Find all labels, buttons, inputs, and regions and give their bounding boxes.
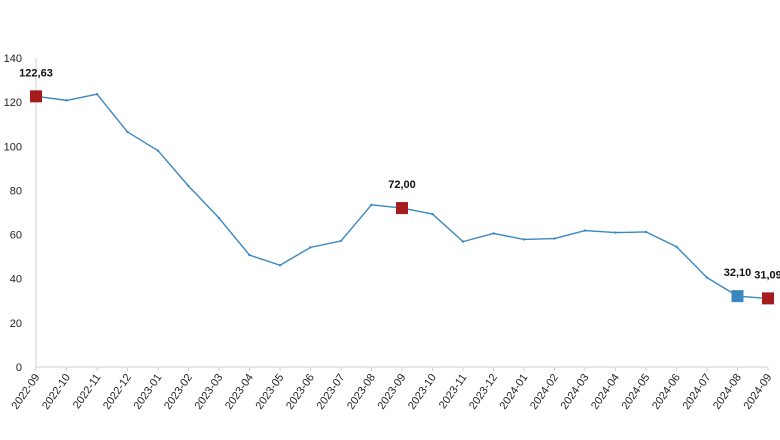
x-tick-label: 2024-06 [650,372,683,412]
data-label: 72,00 [388,179,416,191]
data-point [461,240,465,243]
highlight-marker [396,202,408,215]
x-tick-label: 2024-09 [741,372,774,412]
x-tick-label: 2022-10 [40,372,73,412]
x-tick-label: 2024-05 [619,372,652,412]
x-tick-label: 2023-05 [253,372,286,412]
data-point [309,246,312,249]
x-axis: 2022-092022-102022-112022-122023-012023-… [9,366,774,412]
x-tick-label: 2022-09 [9,372,42,412]
data-point [278,264,282,267]
data-point [553,237,556,240]
highlight-layer: 122,63 72,00 32,10 31,09 [19,67,780,305]
y-tick-label: 100 [4,141,22,153]
y-tick-label: 60 [10,230,22,242]
data-point [583,229,587,232]
x-tick-label: 2024-07 [680,372,713,412]
data-point [522,238,526,241]
x-tick-label: 2024-03 [558,372,591,412]
data-point [614,231,617,234]
x-tick-label: 2023-11 [437,372,470,411]
data-label: 122,63 [19,67,53,79]
y-tick-label: 40 [10,274,22,286]
data-point [644,230,648,234]
data-point [705,276,709,279]
x-tick-label: 2023-06 [284,372,317,412]
data-point [65,99,68,102]
data-point [248,253,251,257]
x-tick-label: 2023-04 [223,372,256,412]
x-tick-label: 2023-08 [345,372,378,412]
x-tick-label: 2023-01 [131,372,164,412]
x-tick-label: 2023-03 [192,372,225,412]
highlight-marker [762,292,774,305]
x-tick-label: 2023-09 [375,372,408,412]
data-point [156,149,160,152]
data-point [95,92,99,96]
data-point [675,245,678,248]
x-tick-label: 2023-10 [406,372,439,412]
data-point [217,216,221,220]
data-point [431,212,434,216]
highlight-marker [731,290,744,303]
data-point [492,232,495,235]
y-tick-label: 140 [4,53,22,65]
x-tick-label: 2024-04 [589,372,622,412]
data-point [339,239,343,243]
y-tick-label: 0 [16,362,22,374]
x-tick-label: 2022-12 [101,372,134,412]
data-point [370,203,373,206]
x-tick-label: 2023-02 [162,372,195,412]
data-label: 31,09 [754,269,780,281]
x-tick-label: 2023-12 [467,372,500,412]
x-tick-label: 2024-08 [711,372,744,412]
series-layer [34,92,770,300]
x-tick-label: 2024-01 [497,372,530,412]
y-tick-label: 120 [4,97,22,109]
highlight-marker [30,90,42,103]
data-point [126,130,129,134]
x-tick-label: 2024-02 [528,372,561,412]
data-point [187,184,190,188]
data-label: 32,10 [724,267,752,279]
x-tick-label: 2022-11 [71,372,104,411]
y-tick-label: 80 [10,185,22,197]
x-tick-label: 2023-07 [314,372,347,412]
series-line [35,93,769,300]
y-tick-label: 20 [10,318,22,330]
y-axis: 0 20 40 60 80 100 120 140 [4,53,37,374]
